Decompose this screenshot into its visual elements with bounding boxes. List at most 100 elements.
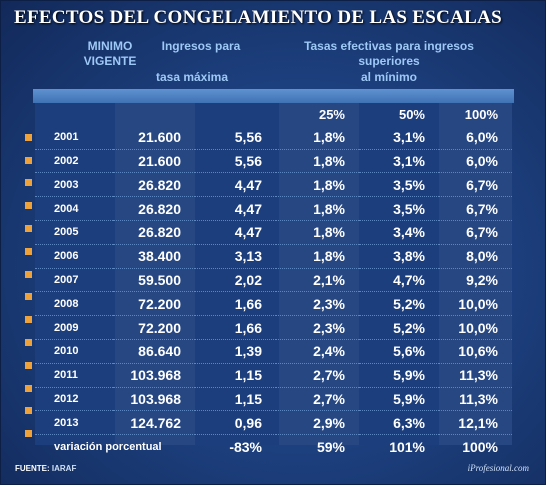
header-tasas-line1: Tasas efectivas para ingresos bbox=[304, 39, 474, 53]
rate-100-cell: 6,0% bbox=[439, 149, 512, 174]
header-minimo: MINIMO VIGENTE bbox=[79, 39, 141, 69]
ingresos-cell: 5,56 bbox=[195, 149, 276, 174]
minimo-cell: 21.600 bbox=[113, 149, 195, 174]
rate-50-cell: 3,8% bbox=[359, 244, 439, 269]
ingresos-cell: 1,15 bbox=[195, 363, 276, 388]
minimo-cell: 26.820 bbox=[113, 196, 195, 221]
table-row: 2009 72.200 1,66 2,3% 5,2% 10,0% bbox=[35, 315, 512, 340]
year-cell: 2008 bbox=[35, 291, 113, 317]
orange-bullet-icon bbox=[25, 133, 32, 141]
header-minimo-line2: VIGENTE bbox=[83, 54, 137, 68]
ingresos-cell: 0,96 bbox=[195, 410, 276, 436]
table-row: 2001 21.600 5,56 1,8% 3,1% 6,0% bbox=[35, 125, 512, 150]
year-cell: 2009 bbox=[35, 315, 113, 340]
rate-50-cell: 3,1% bbox=[359, 125, 439, 150]
ingresos-cell: 1,66 bbox=[195, 315, 276, 340]
year-cell: 2011 bbox=[35, 363, 113, 388]
year-cell: 2003 bbox=[35, 172, 113, 198]
rate-50-cell: 3,5% bbox=[359, 196, 439, 221]
orange-bullet-icon bbox=[25, 270, 32, 278]
data-table-panel: 25% 50% 100% 2001 21.600 5,56 1,8% 3,1% 6,0% 2002… bbox=[35, 103, 512, 455]
orange-bullet-icon bbox=[25, 225, 32, 232]
percent-header-row: 25% 50% 100% bbox=[35, 103, 512, 126]
variation-label: variación porcentual bbox=[54, 440, 162, 453]
header-tasas-line2: superiores bbox=[358, 54, 420, 68]
rate-25-cell: 1,8% bbox=[276, 196, 359, 221]
variation-row: variación porcentual -83% 59% 101% 100% bbox=[35, 435, 512, 458]
minimo-cell: 124.762 bbox=[113, 410, 195, 436]
header-pct-50: 50% bbox=[398, 106, 425, 122]
header-tasas-line3: al mínimo bbox=[360, 70, 417, 84]
minimo-cell: 26.820 bbox=[113, 172, 195, 198]
minimo-cell: 103.968 bbox=[113, 387, 195, 412]
variation-ingresos: -83% bbox=[229, 438, 262, 455]
rate-100-cell: 6,0% bbox=[439, 125, 512, 150]
year-cell: 2004 bbox=[35, 196, 113, 221]
table-row: 2008 72.200 1,66 2,3% 5,2% 10,0% bbox=[35, 291, 512, 317]
rate-25-cell: 2,1% bbox=[276, 268, 359, 293]
rate-100-cell: 6,7% bbox=[439, 196, 512, 221]
source-note: FUENTE: IARAF bbox=[15, 464, 76, 473]
header-ingresos-line2: tasa máxima bbox=[155, 70, 229, 84]
ingresos-cell: 3,13 bbox=[195, 244, 276, 269]
rate-50-cell: 3,4% bbox=[359, 220, 439, 245]
year-cell: 2007 bbox=[35, 268, 113, 293]
table-row: 2012 103.968 1,15 2,7% 5,9% 11,3% bbox=[35, 387, 512, 412]
table-row: 2013 124.762 0,96 2,9% 6,3% 12,1% bbox=[35, 410, 512, 436]
brand-credit: iProfesional.com bbox=[467, 463, 529, 473]
ingresos-cell: 4,47 bbox=[195, 172, 276, 198]
rate-25-cell: 1,8% bbox=[276, 149, 359, 174]
rate-50-cell: 5,2% bbox=[359, 291, 439, 317]
minimo-cell: 72.200 bbox=[113, 291, 195, 317]
orange-bullet-icon bbox=[25, 361, 32, 369]
ingresos-cell: 1,15 bbox=[195, 387, 276, 412]
ingresos-cell: 5,56 bbox=[195, 125, 276, 150]
rate-100-cell: 10,0% bbox=[439, 291, 512, 317]
source-label: FUENTE: bbox=[15, 464, 50, 473]
empty-cell bbox=[195, 103, 276, 126]
orange-bullet-icon bbox=[25, 293, 32, 301]
variation-rate-50: 101% bbox=[389, 438, 425, 455]
table-row: 2010 86.640 1,39 2,4% 5,6% 10,6% bbox=[35, 339, 512, 364]
orange-bullet-icon bbox=[25, 316, 32, 324]
rate-50-cell: 3,1% bbox=[359, 149, 439, 174]
rate-25-cell: 1,8% bbox=[276, 172, 359, 198]
rate-100-cell: 6,7% bbox=[439, 172, 512, 198]
rate-50-cell: 5,9% bbox=[359, 387, 439, 412]
orange-bullet-icon bbox=[25, 247, 32, 255]
year-cell: 2013 bbox=[35, 410, 113, 436]
ingresos-cell: 4,47 bbox=[195, 220, 276, 245]
rate-100-cell: 11,3% bbox=[439, 387, 512, 412]
variation-rate-100: 100% bbox=[462, 438, 498, 455]
empty-cell bbox=[35, 103, 113, 126]
rate-25-cell: 1,8% bbox=[276, 125, 359, 150]
ingresos-cell: 1,66 bbox=[195, 291, 276, 317]
variation-rate-25: 59% bbox=[316, 438, 345, 455]
rate-100-cell: 10,6% bbox=[439, 339, 512, 364]
minimo-cell: 86.640 bbox=[113, 339, 195, 364]
rate-100-cell: 9,2% bbox=[439, 268, 512, 293]
minimo-cell: 103.968 bbox=[113, 363, 195, 388]
rate-50-cell: 5,2% bbox=[359, 315, 439, 340]
data-table: 25% 50% 100% 2001 21.600 5,56 1,8% 3,1% 6,0% 2002… bbox=[35, 103, 512, 458]
header-ingresos-line1: Ingresos para bbox=[161, 39, 241, 53]
table-row: 2007 59.500 2,02 2,1% 4,7% 9,2% bbox=[35, 268, 512, 293]
minimo-cell: 26.820 bbox=[113, 220, 195, 245]
source-value: IARAF bbox=[51, 464, 77, 473]
orange-bullet-icon bbox=[25, 202, 32, 210]
table-row: 2004 26.820 4,47 1,8% 3,5% 6,7% bbox=[35, 196, 512, 221]
year-cell: 2006 bbox=[35, 244, 113, 269]
table-row: 2005 26.820 4,47 1,8% 3,4% 6,7% bbox=[35, 220, 512, 245]
year-cell: 2005 bbox=[35, 220, 113, 245]
year-cell: 2002 bbox=[35, 149, 113, 174]
orange-bullet-icon bbox=[25, 156, 32, 164]
rate-50-cell: 3,5% bbox=[359, 172, 439, 198]
rate-25-cell: 2,7% bbox=[276, 363, 359, 388]
header-band bbox=[33, 89, 514, 103]
header-pct-100: 100% bbox=[464, 106, 498, 122]
table-row: 2003 26.820 4,47 1,8% 3,5% 6,7% bbox=[35, 172, 512, 198]
year-cell: 2001 bbox=[35, 125, 113, 150]
rate-100-cell: 8,0% bbox=[439, 244, 512, 269]
year-cell: 2012 bbox=[35, 387, 113, 412]
